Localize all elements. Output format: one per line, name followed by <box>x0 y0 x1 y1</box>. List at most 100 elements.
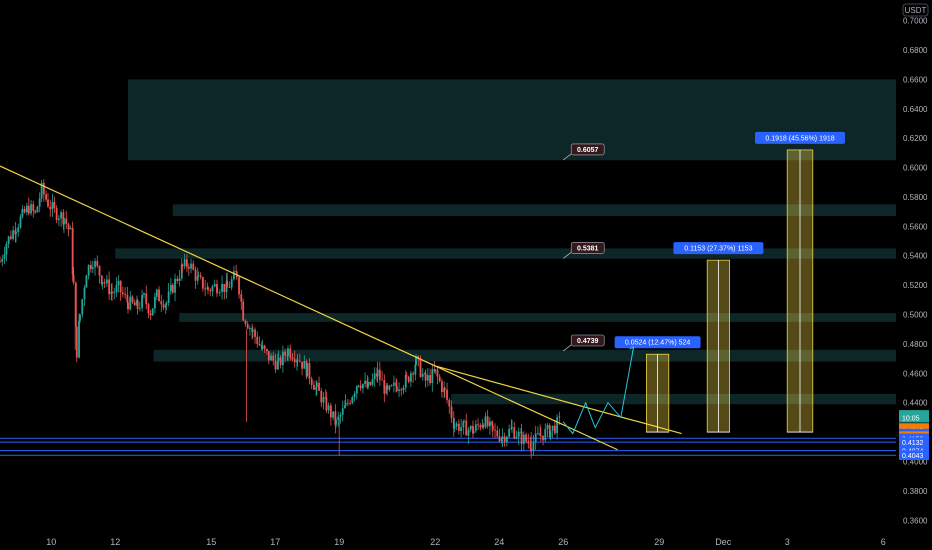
candle <box>277 357 280 362</box>
candle <box>169 284 172 292</box>
candle <box>378 369 381 380</box>
candle <box>351 397 354 404</box>
candle <box>546 425 549 430</box>
target-pointer <box>562 252 572 259</box>
x-tick: 29 <box>654 537 664 547</box>
candle <box>216 292 219 294</box>
candle <box>491 425 494 430</box>
candle <box>542 435 544 441</box>
candles <box>0 179 561 459</box>
candle <box>398 389 400 392</box>
price-label-bg <box>899 412 929 423</box>
candle <box>67 223 70 230</box>
candle <box>83 287 86 300</box>
candle <box>87 265 90 276</box>
candle <box>21 208 24 217</box>
candle <box>197 275 200 277</box>
price-axis-labels: 0.431710:050.42180.42150.42060.41990.419… <box>899 410 929 460</box>
candle <box>94 261 96 268</box>
candle <box>315 387 318 390</box>
candle <box>3 254 6 259</box>
candle <box>238 277 240 295</box>
candle <box>254 329 256 337</box>
candle <box>15 231 17 235</box>
candle <box>448 399 451 407</box>
candle <box>230 279 233 288</box>
candle <box>426 375 429 381</box>
candle <box>171 284 174 293</box>
candle <box>143 293 145 296</box>
candle <box>414 364 417 375</box>
candle <box>455 423 458 427</box>
candle <box>187 266 190 269</box>
candle <box>486 416 489 427</box>
candle <box>30 204 32 214</box>
price-label: 0.4043 <box>902 453 924 460</box>
y-tick: 0.6400 <box>903 105 928 114</box>
candle <box>167 291 170 303</box>
trend-line <box>0 165 618 451</box>
candle <box>226 280 229 288</box>
candle <box>373 373 376 380</box>
candle <box>462 421 465 428</box>
candle <box>218 291 221 293</box>
candle <box>201 277 204 289</box>
candle <box>513 427 516 439</box>
candle <box>126 294 129 303</box>
candle <box>265 349 268 352</box>
candle <box>511 427 513 429</box>
x-tick: 10 <box>46 537 56 547</box>
candle <box>207 287 209 291</box>
candle <box>472 430 475 434</box>
candle <box>522 434 525 444</box>
zone <box>172 204 897 217</box>
candle <box>74 282 77 327</box>
candle <box>450 406 453 419</box>
candle <box>81 299 84 315</box>
candle <box>390 385 393 387</box>
candle <box>153 296 156 309</box>
currency-badge[interactable]: USDT <box>902 3 929 17</box>
candle <box>496 430 499 437</box>
candle <box>553 425 556 434</box>
candle <box>72 274 75 283</box>
y-tick: 0.5800 <box>903 193 928 202</box>
candle <box>501 436 504 439</box>
candle <box>5 243 8 255</box>
candle <box>361 383 364 389</box>
candle <box>69 227 72 230</box>
candle <box>124 294 127 295</box>
candle <box>453 426 456 429</box>
candle <box>149 313 152 316</box>
candle <box>267 351 270 361</box>
x-tick: 12 <box>110 537 120 547</box>
candle <box>111 291 113 294</box>
candle <box>404 375 407 388</box>
candle <box>532 442 535 451</box>
candle <box>75 326 78 358</box>
candle <box>228 287 231 288</box>
candle <box>176 278 179 281</box>
candle <box>209 290 212 292</box>
candle <box>162 304 165 308</box>
candle <box>364 380 367 384</box>
target-bg <box>570 334 605 347</box>
x-tick: 26 <box>558 537 568 547</box>
candle <box>185 259 188 267</box>
candle <box>60 212 63 219</box>
candle <box>274 360 277 370</box>
candle <box>0 261 1 263</box>
candle <box>517 431 520 437</box>
candle <box>286 355 289 357</box>
candle <box>141 295 143 309</box>
candle <box>400 389 403 391</box>
target-bg <box>570 242 605 254</box>
x-tick: 3 <box>785 537 790 547</box>
candle <box>539 433 542 436</box>
candle <box>446 389 448 400</box>
candle <box>23 208 26 213</box>
candle <box>204 288 207 290</box>
x-tick: 22 <box>430 537 440 547</box>
candle <box>472 425 474 434</box>
